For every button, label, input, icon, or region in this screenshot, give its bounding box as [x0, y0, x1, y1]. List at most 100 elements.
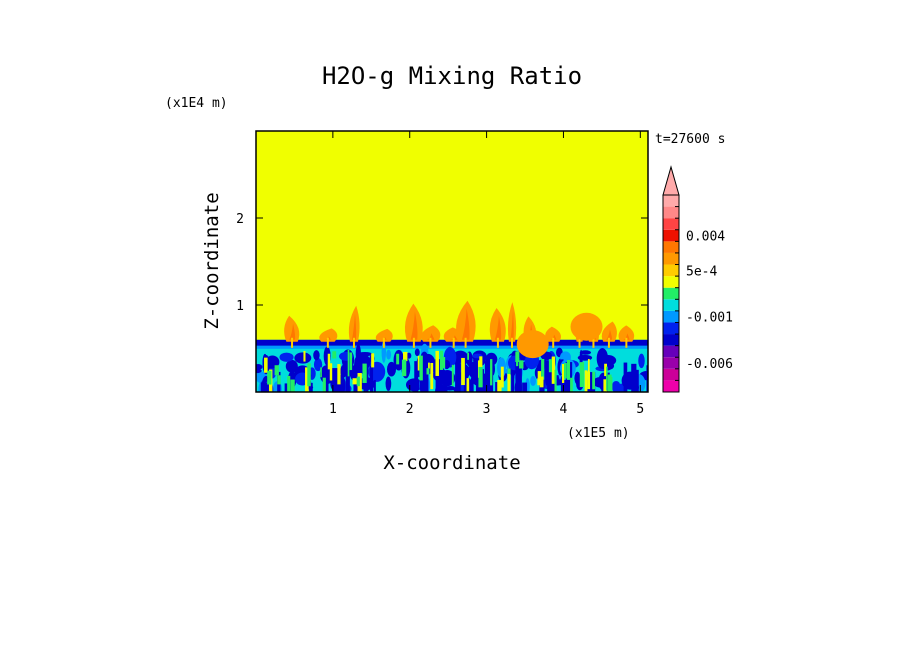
moist-cell — [443, 380, 448, 392]
colorbar-label: -0.006 — [686, 357, 733, 372]
moist-cell — [339, 351, 354, 361]
moist-column — [365, 361, 369, 392]
streak — [584, 370, 588, 392]
streak — [516, 357, 519, 367]
moist-column — [547, 365, 554, 392]
plume-stem — [592, 337, 595, 348]
moist-cell — [340, 364, 347, 378]
moist-cell — [285, 359, 298, 373]
moist-column — [260, 382, 264, 392]
moist-cell — [357, 352, 373, 357]
y-tick-label: 1 — [236, 299, 244, 314]
streak — [428, 362, 430, 369]
moist-column — [332, 368, 339, 392]
streak — [327, 353, 331, 370]
moist-column — [463, 374, 468, 392]
moist-cell — [638, 353, 645, 369]
layer-top-band-edge — [256, 345, 648, 349]
plume-core — [623, 333, 630, 340]
plume-stem — [429, 337, 432, 348]
moist-cell — [256, 368, 262, 374]
moist-column — [284, 383, 289, 392]
plume — [545, 326, 562, 342]
streak — [277, 375, 281, 385]
moist-column — [515, 361, 521, 392]
colorbar-label: 0.004 — [686, 230, 725, 245]
plume-cloud — [516, 330, 549, 359]
streak — [570, 377, 573, 392]
chart-title: H2O-g Mixing Ratio — [322, 62, 582, 90]
streak — [362, 363, 367, 383]
streak — [352, 378, 357, 385]
moist-column — [568, 362, 573, 392]
plume-core — [289, 323, 296, 340]
moist-cell — [530, 375, 536, 387]
plume-core — [410, 311, 418, 340]
plume-core — [606, 329, 612, 340]
streak — [417, 355, 420, 371]
moist-cell — [579, 350, 592, 355]
moist-column — [414, 361, 419, 392]
plume-stem — [452, 337, 455, 348]
moist-column — [426, 372, 429, 392]
colorbar-label: -0.001 — [686, 311, 733, 326]
streak — [537, 371, 542, 379]
plume — [601, 321, 617, 342]
colorbar-swatch — [663, 357, 679, 369]
moist-column — [309, 382, 313, 392]
plume-stem — [496, 337, 499, 348]
streak — [403, 351, 408, 362]
plume-core — [494, 316, 502, 340]
streak — [497, 380, 502, 392]
colorbar-swatch — [663, 322, 679, 335]
plume-cloud — [570, 312, 603, 341]
streak — [537, 378, 541, 386]
streak — [467, 352, 469, 360]
moist-column — [412, 383, 416, 392]
moist-cell — [381, 341, 387, 363]
moist-column — [475, 360, 480, 392]
streak — [561, 364, 565, 383]
moist-column — [522, 382, 528, 392]
plume-stem — [607, 337, 610, 348]
streak — [337, 364, 341, 385]
moist-cell — [577, 354, 593, 361]
streak — [329, 363, 333, 381]
moist-cell — [279, 352, 294, 362]
plume-core — [426, 333, 435, 340]
moist-cell — [406, 352, 412, 359]
streak — [396, 353, 400, 365]
streak — [579, 362, 585, 388]
x-tick-label: 2 — [406, 402, 414, 417]
y-axis-title: Z-coordinate — [201, 192, 223, 329]
plume-core — [351, 313, 357, 340]
moist-cell — [313, 358, 323, 372]
plume-stem — [552, 337, 555, 348]
plume — [404, 303, 423, 342]
streak — [426, 368, 430, 375]
colorbar-swatch — [663, 206, 679, 219]
streak — [274, 365, 279, 376]
moist-column — [325, 379, 329, 392]
plume — [284, 315, 300, 342]
colorbar-swatch — [663, 368, 679, 381]
streak — [604, 363, 607, 377]
x-tick-label: 1 — [329, 402, 337, 417]
colorbar-swatch — [663, 310, 679, 323]
streak — [419, 355, 423, 381]
streak — [347, 349, 350, 377]
plume-stem — [464, 337, 467, 348]
streak — [267, 370, 272, 385]
plot-frame — [255, 130, 649, 393]
moist-column — [484, 360, 491, 392]
streak — [554, 369, 557, 392]
moist-column — [436, 374, 442, 392]
moist-column — [623, 362, 628, 392]
plume-stem — [412, 337, 415, 348]
colorbar-swatch — [663, 241, 679, 253]
y-axis: 12 — [236, 212, 648, 314]
colorbar-label: 5e-4 — [686, 264, 717, 279]
plume-stem — [326, 337, 329, 348]
streak — [541, 358, 545, 380]
